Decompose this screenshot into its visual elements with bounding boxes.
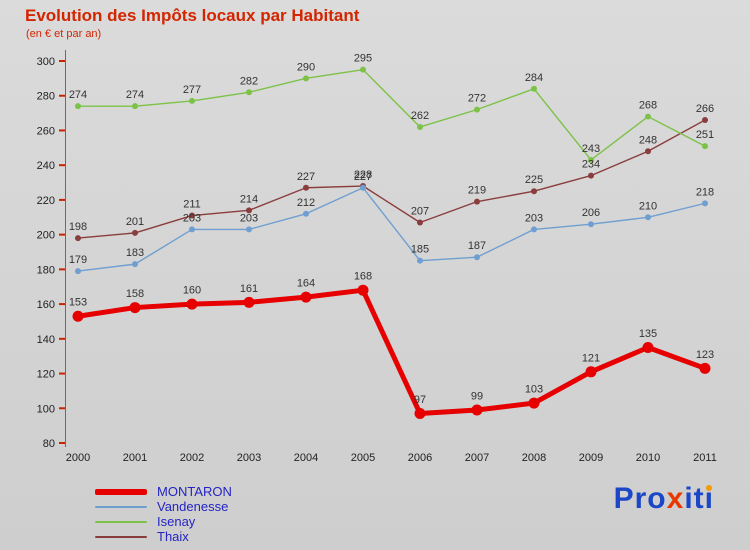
svg-text:2010: 2010 <box>636 452 660 464</box>
svg-text:187: 187 <box>468 240 486 252</box>
svg-text:135: 135 <box>639 328 657 340</box>
svg-text:120: 120 <box>37 369 55 381</box>
legend-item: Isenay <box>95 514 232 529</box>
svg-text:168: 168 <box>354 271 372 283</box>
svg-text:160: 160 <box>37 299 55 311</box>
svg-text:2002: 2002 <box>180 452 204 464</box>
svg-text:201: 201 <box>126 216 144 228</box>
svg-text:214: 214 <box>240 193 258 205</box>
chart-title: Evolution des Impôts locaux par Habitant <box>25 6 360 25</box>
svg-text:243: 243 <box>582 143 600 155</box>
logo-letter: P <box>613 482 635 515</box>
svg-text:274: 274 <box>69 89 87 101</box>
legend-label: MONTARON <box>157 484 232 499</box>
logo-letter: o <box>647 482 667 515</box>
logo-letter: t <box>693 482 705 515</box>
svg-text:123: 123 <box>696 349 714 361</box>
svg-text:121: 121 <box>582 352 600 364</box>
svg-text:260: 260 <box>37 125 55 137</box>
svg-text:210: 210 <box>639 200 657 212</box>
svg-text:160: 160 <box>183 285 201 297</box>
logo-letter-dot <box>706 485 713 491</box>
svg-text:203: 203 <box>183 212 201 224</box>
svg-text:251: 251 <box>696 129 714 141</box>
svg-text:220: 220 <box>37 195 55 207</box>
svg-text:103: 103 <box>525 384 543 396</box>
svg-text:300: 300 <box>37 56 55 68</box>
svg-text:2003: 2003 <box>237 452 261 464</box>
legend-swatch <box>95 520 147 523</box>
svg-text:100: 100 <box>37 403 55 415</box>
legend-label: Isenay <box>157 514 196 529</box>
svg-text:227: 227 <box>297 171 315 183</box>
svg-text:266: 266 <box>696 103 714 115</box>
logo-letter: r <box>634 482 648 515</box>
legend-label: Thaix <box>157 529 189 544</box>
svg-text:200: 200 <box>37 230 55 242</box>
legend-item: MONTARON <box>95 484 232 499</box>
svg-text:140: 140 <box>37 334 55 346</box>
svg-text:2001: 2001 <box>123 452 147 464</box>
svg-text:248: 248 <box>639 134 657 146</box>
svg-text:164: 164 <box>297 278 315 290</box>
legend-swatch <box>95 505 147 508</box>
svg-text:2000: 2000 <box>66 452 90 464</box>
svg-text:161: 161 <box>240 283 258 295</box>
legend-swatch <box>95 535 147 538</box>
svg-text:179: 179 <box>69 254 87 266</box>
logo-letter: i <box>684 482 694 515</box>
svg-text:219: 219 <box>468 185 486 197</box>
svg-text:2006: 2006 <box>408 452 432 464</box>
svg-text:2009: 2009 <box>579 452 603 464</box>
svg-text:218: 218 <box>696 186 714 198</box>
svg-text:274: 274 <box>126 89 144 101</box>
svg-text:212: 212 <box>297 197 315 209</box>
logo-letter: x <box>666 482 685 515</box>
legend-item: Thaix <box>95 529 232 544</box>
proxiti-logo: Proxitı <box>614 482 714 516</box>
svg-text:262: 262 <box>411 110 429 122</box>
svg-text:80: 80 <box>43 438 55 450</box>
svg-text:198: 198 <box>69 221 87 233</box>
svg-text:295: 295 <box>354 53 372 65</box>
svg-text:185: 185 <box>411 244 429 256</box>
svg-text:2007: 2007 <box>465 452 489 464</box>
svg-text:282: 282 <box>240 75 258 87</box>
svg-text:227: 227 <box>354 171 372 183</box>
legend: MONTARON Vandenesse Isenay Thaix <box>95 484 232 544</box>
svg-text:2011: 2011 <box>693 452 717 464</box>
svg-text:228: 228 <box>354 169 372 181</box>
svg-text:2008: 2008 <box>522 452 546 464</box>
svg-text:206: 206 <box>582 207 600 219</box>
svg-text:268: 268 <box>639 100 657 112</box>
logo-letter: ı <box>704 482 714 515</box>
legend-item: Vandenesse <box>95 499 232 514</box>
svg-text:207: 207 <box>411 205 429 217</box>
svg-text:280: 280 <box>37 91 55 103</box>
svg-text:234: 234 <box>582 159 600 171</box>
svg-text:2004: 2004 <box>294 452 318 464</box>
svg-text:240: 240 <box>37 160 55 172</box>
svg-text:99: 99 <box>471 391 483 403</box>
svg-text:2005: 2005 <box>351 452 375 464</box>
svg-text:211: 211 <box>183 199 201 211</box>
svg-text:153: 153 <box>69 297 87 309</box>
svg-text:203: 203 <box>525 212 543 224</box>
svg-text:225: 225 <box>525 174 543 186</box>
chart-subtitle: (en € et par an) <box>26 28 102 40</box>
svg-text:277: 277 <box>183 84 201 96</box>
svg-text:158: 158 <box>126 288 144 300</box>
legend-label: Vandenesse <box>157 499 229 514</box>
svg-text:284: 284 <box>525 72 543 84</box>
svg-text:97: 97 <box>414 394 426 406</box>
svg-text:183: 183 <box>126 247 144 259</box>
svg-text:272: 272 <box>468 93 486 105</box>
svg-text:180: 180 <box>37 264 55 276</box>
svg-text:203: 203 <box>240 212 258 224</box>
legend-swatch <box>95 488 147 495</box>
svg-text:290: 290 <box>297 61 315 73</box>
